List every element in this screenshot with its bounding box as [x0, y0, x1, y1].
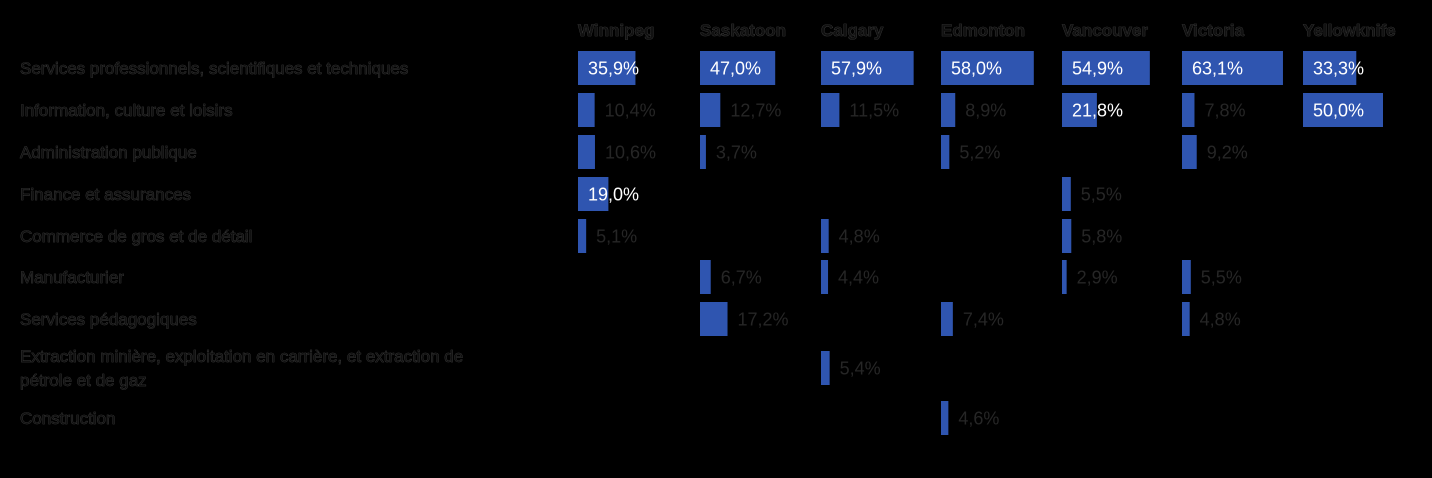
row-label: Administration publique	[20, 143, 197, 162]
bar	[1182, 135, 1197, 169]
bar	[700, 51, 776, 85]
bar	[821, 219, 829, 253]
data-label: 12,7%	[730, 101, 781, 121]
bar	[700, 302, 728, 336]
data-label: 63,1%	[1192, 59, 1243, 79]
data-label: 5,1%	[596, 227, 637, 247]
bar	[1182, 93, 1195, 127]
data-label: 47,0%	[710, 59, 761, 79]
column-header-vancouver: Vancouver	[1062, 21, 1148, 40]
row-label: Manufacturier	[20, 268, 124, 287]
data-label: 11,5%	[849, 101, 899, 121]
data-label: 50,0%	[1313, 101, 1364, 121]
column-header-winnipeg: Winnipeg	[578, 21, 654, 40]
data-label: 17,2%	[738, 310, 789, 330]
bar	[941, 93, 956, 127]
data-label: 7,4%	[963, 310, 1004, 330]
data-label: 6,7%	[721, 268, 762, 288]
row-label: Services pédagogiques	[20, 310, 197, 329]
data-label: 58,0%	[951, 59, 1002, 79]
data-label: 4,6%	[958, 409, 999, 429]
data-label: 3,7%	[716, 143, 757, 163]
column-header-victoria: Victoria	[1182, 21, 1245, 40]
row-label: Commerce de gros et de détail	[20, 227, 252, 246]
bar	[700, 260, 711, 294]
data-label: 54,9%	[1072, 59, 1123, 79]
column-header-saskatoon: Saskatoon	[700, 21, 786, 40]
data-label: 8,9%	[965, 101, 1006, 121]
data-label: 10,6%	[605, 143, 656, 163]
bar	[941, 51, 1034, 85]
bar	[578, 177, 609, 211]
bar	[821, 260, 829, 294]
bar	[1062, 219, 1072, 253]
data-label: 5,8%	[1081, 227, 1122, 247]
data-label: 21,8%	[1072, 101, 1123, 121]
bar	[1062, 51, 1150, 85]
data-label: 35,9%	[588, 59, 639, 79]
bar	[821, 93, 840, 127]
bar	[941, 302, 953, 336]
data-label: 2,9%	[1077, 268, 1118, 288]
bar	[1062, 177, 1071, 211]
bar	[1182, 51, 1283, 85]
bar	[578, 219, 587, 253]
bar	[941, 135, 950, 169]
column-header-yellowknife: Yellowknife	[1303, 21, 1396, 40]
bar	[578, 51, 636, 85]
row-label: Services professionnels, scientifiques e…	[20, 59, 408, 78]
data-label: 9,2%	[1207, 143, 1248, 163]
bar	[821, 51, 914, 85]
data-label: 5,4%	[840, 359, 881, 379]
bar	[700, 93, 721, 127]
bar	[1303, 93, 1383, 127]
bar	[1062, 93, 1097, 127]
row-label: Information, culture et loisirs	[20, 101, 233, 120]
data-label: 5,2%	[959, 143, 1000, 163]
data-label: 57,9%	[831, 59, 882, 79]
row-label: Construction	[20, 409, 115, 428]
data-label: 5,5%	[1081, 185, 1122, 205]
bar	[1062, 260, 1067, 294]
bar	[700, 135, 706, 169]
bar	[578, 93, 595, 127]
data-label: 4,4%	[838, 268, 879, 288]
column-header-edmonton: Edmonton	[941, 21, 1025, 40]
bar	[1182, 302, 1190, 336]
data-label: 33,3%	[1313, 59, 1364, 79]
data-label: 10,4%	[605, 101, 656, 121]
bar	[1303, 51, 1357, 85]
data-label: 4,8%	[839, 227, 880, 247]
data-label: 7,8%	[1204, 101, 1245, 121]
column-header-calgary: Calgary	[821, 21, 884, 40]
data-label: 19,0%	[588, 185, 639, 205]
bar	[1182, 260, 1191, 294]
data-label: 4,8%	[1200, 310, 1241, 330]
bar	[821, 351, 830, 385]
bar	[941, 401, 949, 435]
row-label: Extraction minière, exploitation en carr…	[20, 347, 463, 390]
row-label: Finance et assurances	[20, 185, 191, 204]
bar	[578, 135, 595, 169]
data-label: 5,5%	[1201, 268, 1242, 288]
